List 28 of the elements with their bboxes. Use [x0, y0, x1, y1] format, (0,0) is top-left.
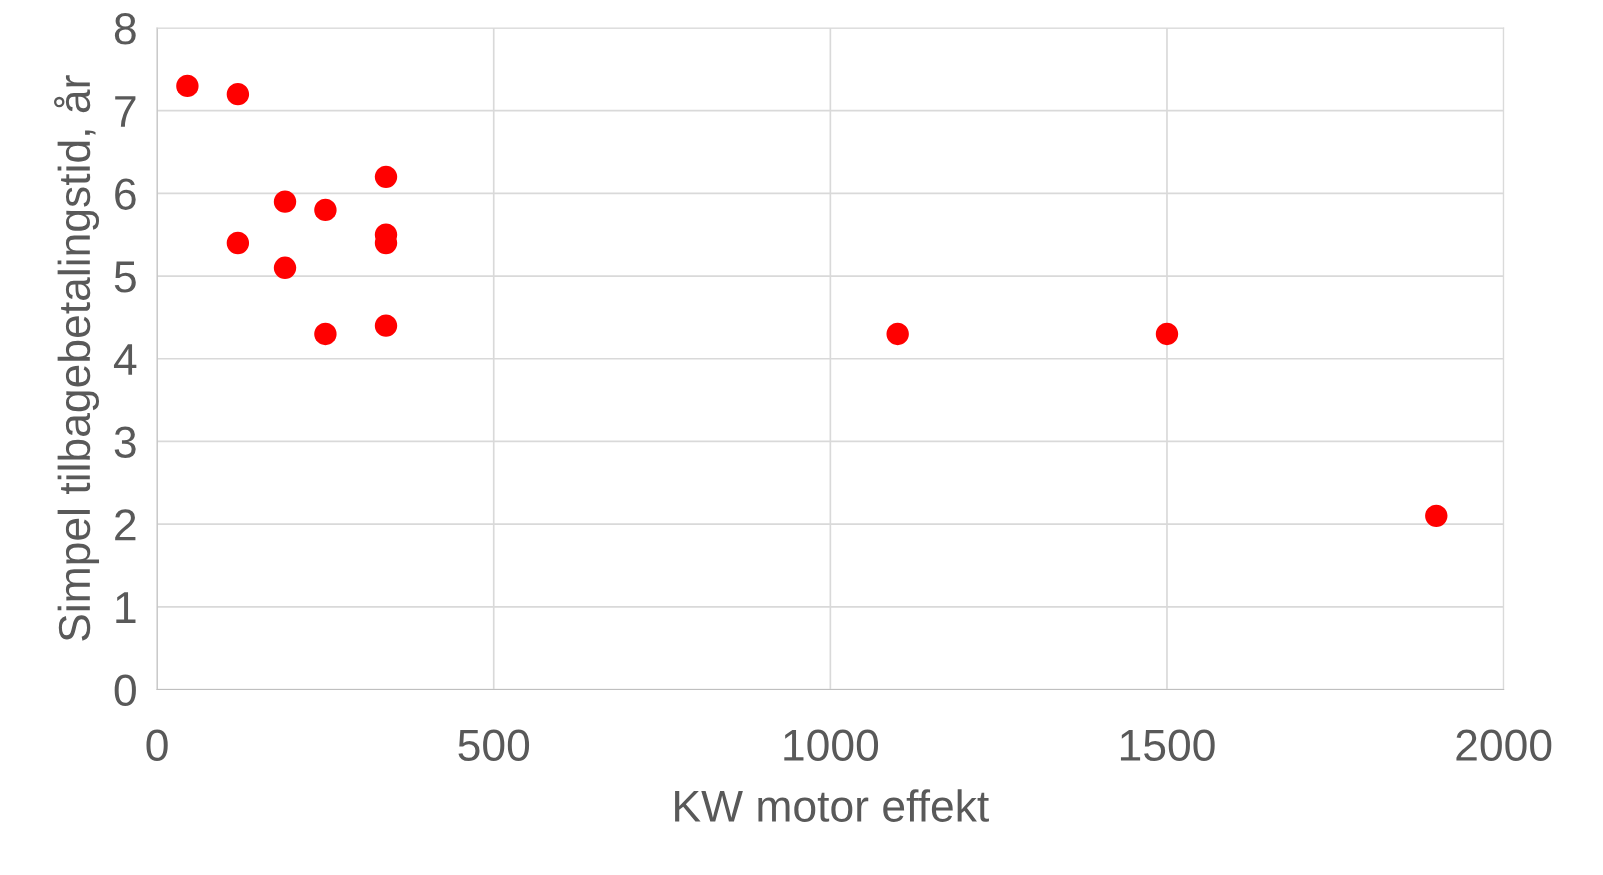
y-tick-label: 1 [116, 592, 136, 623]
point [176, 74, 199, 98]
x-tick-label: 0 [146, 729, 168, 762]
point [1155, 322, 1179, 346]
point [273, 190, 297, 213]
point [273, 256, 297, 279]
y-tick-label: 2 [115, 509, 136, 541]
point [314, 198, 337, 222]
y-tick-label: 5 [114, 261, 136, 293]
y-tick-label: 4 [113, 344, 137, 375]
point [314, 322, 337, 346]
y-tick-label: 7 [115, 96, 136, 127]
x-tick-label: 1500 [1120, 729, 1215, 762]
x-tick-label: 500 [458, 729, 530, 762]
y-axis-title: Simpel tilbagebetalingstid, år [54, 75, 100, 641]
x-axis-title: KW motor effekt [675, 789, 989, 822]
y-tick-label: 3 [114, 426, 136, 458]
point [226, 82, 250, 106]
point [374, 165, 398, 189]
point [1425, 504, 1448, 528]
point [886, 322, 909, 346]
point [226, 231, 250, 255]
x-tick-label: 1000 [784, 729, 879, 762]
y-tick-label: 0 [114, 674, 136, 707]
y-tick-label: 8 [114, 13, 136, 45]
x-tick-label: 2000 [1456, 729, 1552, 762]
point [374, 314, 398, 337]
y-tick-label: 6 [115, 178, 136, 210]
